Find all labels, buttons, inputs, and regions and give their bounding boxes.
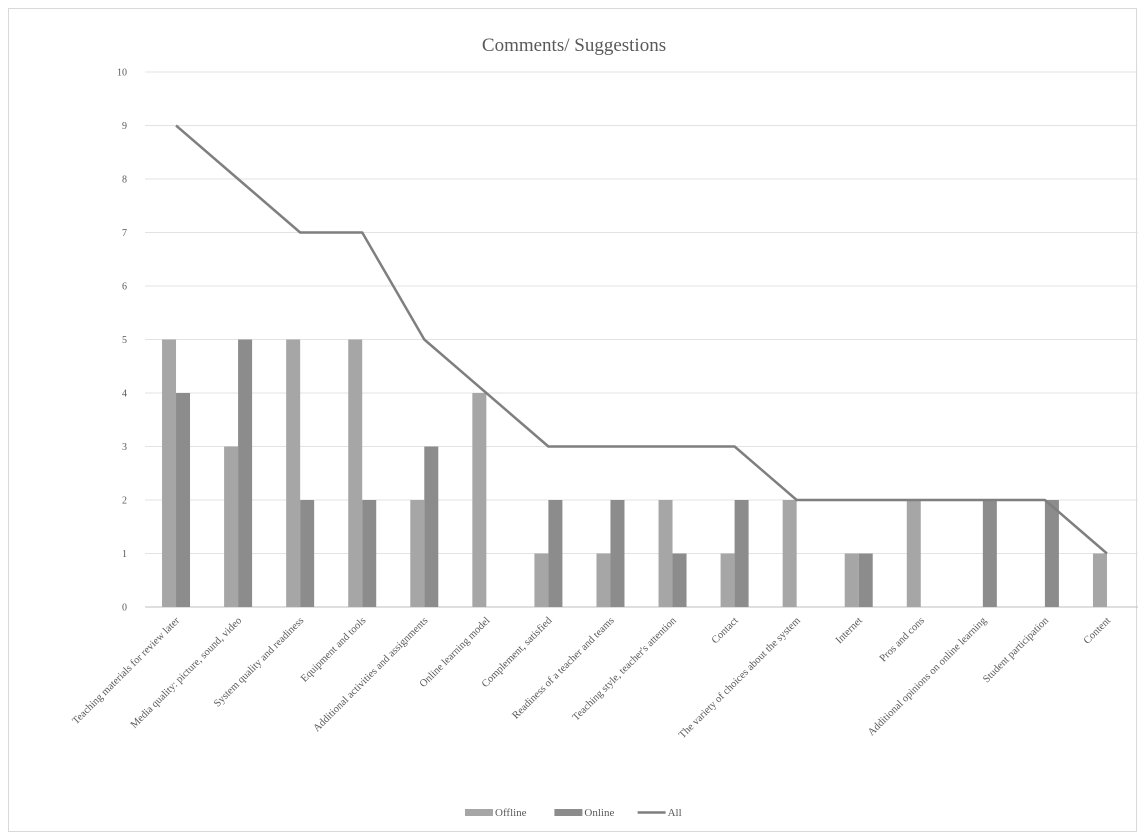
bar-offline-5 xyxy=(472,393,487,607)
y-tick-label: 7 xyxy=(122,228,127,239)
bar-online-7 xyxy=(610,500,625,607)
line-all xyxy=(175,124,1108,555)
y-tick-label: 2 xyxy=(122,496,127,507)
y-tick-label: 5 xyxy=(122,335,127,346)
bar-online-11 xyxy=(858,553,873,607)
bar-offline-3 xyxy=(348,339,363,607)
x-category-label: Equipment and tools xyxy=(299,615,368,684)
x-axis-categories: Teaching materials for review laterMedia… xyxy=(71,615,1114,741)
chart-frame: Comments/ Suggestions 0 1 2 3 4 5 6 7 8 9 10 Teach… xyxy=(8,8,1138,832)
bar-online-14 xyxy=(1044,500,1059,607)
y-tick-label: 4 xyxy=(122,389,127,400)
chart-title: Comments/ Suggestions xyxy=(482,35,666,56)
y-tick-label: 1 xyxy=(122,549,127,560)
legend-label-offline: Offline xyxy=(495,807,527,819)
x-category-label: Content xyxy=(1082,615,1113,646)
bar-online-3 xyxy=(362,500,377,607)
x-category-label: Student participation xyxy=(981,615,1051,685)
x-category-label: Readiness of a teacher and teams xyxy=(510,615,616,721)
legend-label-online: Online xyxy=(584,807,614,819)
bar-offline-10 xyxy=(782,500,797,607)
x-category-label: Media quality: picture, sound, video xyxy=(129,615,244,730)
bar-offline-8 xyxy=(658,500,673,607)
bar-online-13 xyxy=(982,500,997,607)
x-category-label: Additional opinions on online learning xyxy=(866,615,989,738)
y-tick-label: 6 xyxy=(122,282,127,293)
x-category-label: Additional activities and assignments xyxy=(311,615,430,734)
all-line-series xyxy=(175,124,1108,555)
bar-offline-15 xyxy=(1092,553,1107,607)
x-category-label: Complement, satisfied xyxy=(480,615,555,690)
bar-online-6 xyxy=(548,500,563,607)
y-axis-ticks: 0 1 2 3 4 5 6 7 8 9 10 xyxy=(117,68,127,614)
x-category-label: Online learning model xyxy=(418,615,493,690)
bar-online-0 xyxy=(176,393,191,607)
bar-offline-9 xyxy=(720,553,735,607)
y-tick-label: 10 xyxy=(117,68,127,79)
legend-swatch-offline xyxy=(465,809,493,816)
bar-offline-6 xyxy=(534,553,549,607)
bar-online-1 xyxy=(238,339,253,607)
chart-svg: Comments/ Suggestions 0 1 2 3 4 5 6 7 8 9 10 Teach… xyxy=(71,35,1138,819)
bar-offline-0 xyxy=(162,339,177,607)
legend-label-all: All xyxy=(668,807,682,819)
x-category-label: Pros and cons xyxy=(878,615,927,664)
y-tick-label: 0 xyxy=(122,603,127,614)
bar-offline-12 xyxy=(906,500,921,607)
bar-offline-2 xyxy=(286,339,301,607)
y-tick-label: 9 xyxy=(122,121,127,132)
bar-online-9 xyxy=(734,500,749,607)
bar-online-4 xyxy=(424,446,439,607)
bar-offline-4 xyxy=(410,500,425,607)
y-tick-label: 3 xyxy=(122,442,127,453)
bar-offline-7 xyxy=(596,553,611,607)
x-category-label: Teaching style, teacher's attention xyxy=(571,615,679,723)
bar-offline-11 xyxy=(844,553,859,607)
x-category-label: The variety of choices about the system xyxy=(677,615,803,741)
legend: Offline Online All xyxy=(465,807,682,819)
x-category-label: Internet xyxy=(834,615,865,646)
x-category-label: Contact xyxy=(710,615,741,646)
legend-swatch-online xyxy=(554,809,583,816)
bar-online-2 xyxy=(300,500,315,607)
bars xyxy=(162,339,1107,607)
y-tick-label: 8 xyxy=(122,175,127,186)
bar-online-8 xyxy=(672,553,687,607)
bar-offline-1 xyxy=(224,446,239,607)
x-category-label: Teaching materials for review later xyxy=(71,615,183,727)
